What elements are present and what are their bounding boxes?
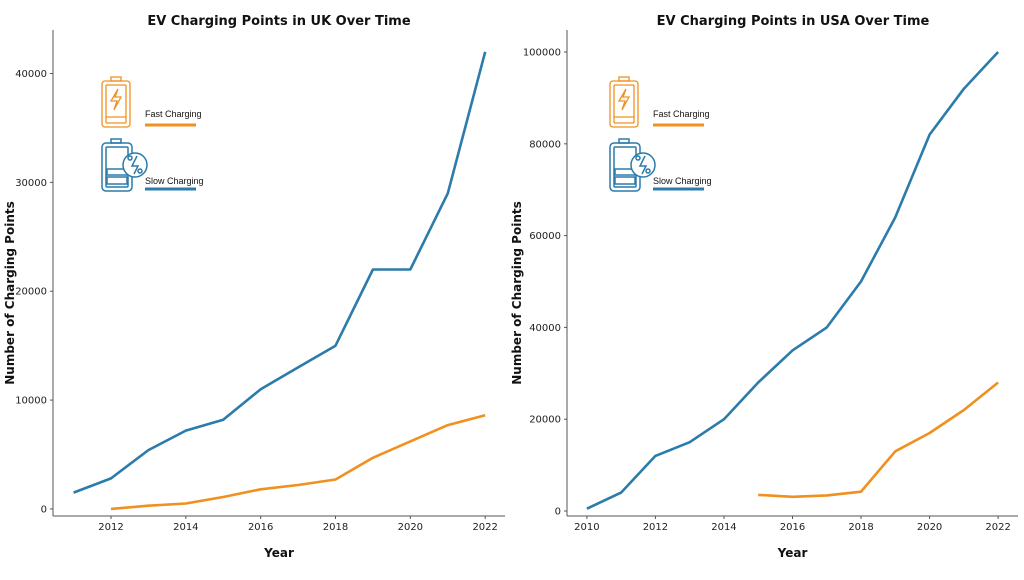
x-tick-label: 2016 [248, 522, 273, 533]
battery-percent-icon [610, 139, 655, 191]
x-tick-label: 2020 [917, 522, 942, 533]
x-tick-label: 2014 [711, 522, 736, 533]
y-axis-label: Number of Charging Points [510, 201, 524, 385]
legend: Fast Charging Slow Charging [102, 77, 204, 191]
y-tick-label: 40000 [529, 323, 561, 334]
y-axis-label: Number of Charging Points [3, 201, 17, 385]
y-tick-label: 100000 [523, 48, 561, 59]
x-tick-label: 2020 [398, 522, 423, 533]
y-tick-label: 30000 [15, 178, 47, 189]
x-axis-label: Year [263, 546, 294, 560]
slow-charging-line [74, 52, 486, 493]
x-tick-label: 2022 [985, 522, 1010, 533]
legend-label-fast: Fast Charging [145, 109, 202, 119]
legend: Fast Charging Slow Charging [610, 77, 712, 191]
x-axis-label: Year [777, 546, 808, 560]
slow-charging-line [587, 52, 998, 509]
x-tick-label: 2016 [780, 522, 805, 533]
battery-percent-icon [102, 139, 147, 191]
x-tick-label: 2012 [643, 522, 668, 533]
x-tick-label: 2014 [173, 522, 198, 533]
y-tick-label: 60000 [529, 231, 561, 242]
battery-bolt-icon [102, 77, 130, 127]
chart-title: EV Charging Points in USA Over Time [657, 14, 930, 29]
fast-charging-line [111, 415, 485, 509]
y-tick-label: 0 [555, 506, 561, 517]
uk-chart: EV Charging Points in UK Over Time 2012 20… [3, 14, 505, 560]
legend-label-slow: Slow Charging [145, 176, 204, 186]
legend-label-fast: Fast Charging [653, 109, 710, 119]
usa-chart: EV Charging Points in USA Over Time 2010 2… [510, 14, 1018, 560]
y-tick-label: 20000 [15, 287, 47, 298]
y-tick-label: 20000 [529, 415, 561, 426]
x-tick-label: 2010 [574, 522, 599, 533]
legend-label-slow: Slow Charging [653, 176, 712, 186]
x-tick-label: 2012 [98, 522, 123, 533]
x-tick-label: 2018 [848, 522, 873, 533]
x-tick-label: 2018 [323, 522, 348, 533]
y-tick-label: 80000 [529, 139, 561, 150]
x-tick-label: 2022 [472, 522, 497, 533]
fast-charging-line [758, 383, 998, 497]
y-tick-label: 40000 [15, 69, 47, 80]
chart-title: EV Charging Points in UK Over Time [147, 14, 410, 29]
y-tick-label: 10000 [15, 396, 47, 407]
battery-bolt-icon [610, 77, 638, 127]
y-tick-label: 0 [41, 504, 47, 515]
